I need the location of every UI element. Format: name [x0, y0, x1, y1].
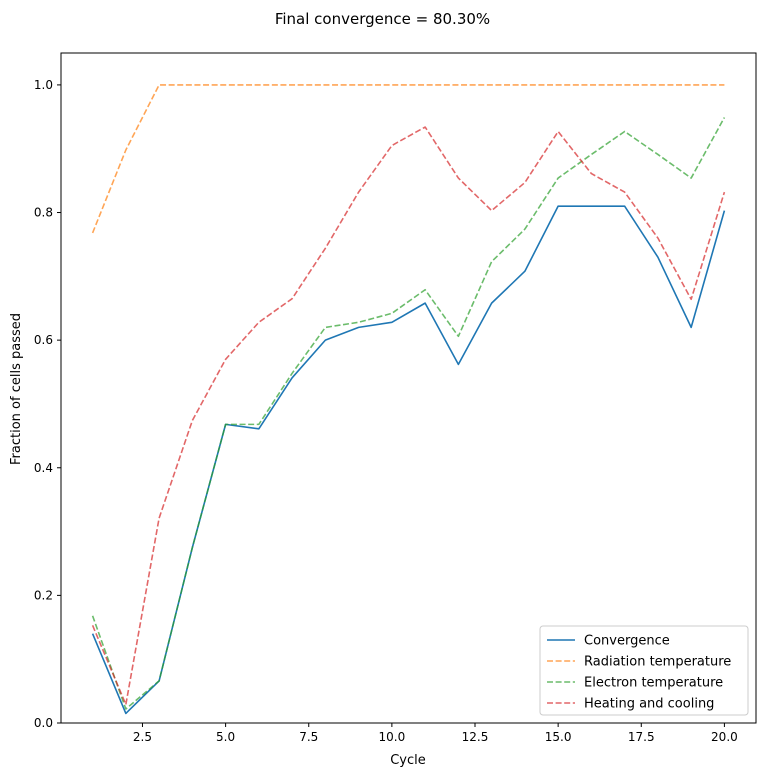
- x-tick-label: 20.0: [711, 730, 738, 744]
- legend-label-2: Radiation temperature: [584, 655, 731, 670]
- chart-title: Final convergence = 80.30%: [275, 10, 490, 28]
- legend: Convergence Radiation temperature Electron…: [539, 625, 749, 716]
- plot-background: [61, 53, 756, 723]
- x-tick-label: 5.0: [216, 730, 235, 744]
- x-tick-label: 12.5: [462, 730, 489, 744]
- x-tick-label: 2.5: [133, 730, 152, 744]
- series-layer: [91, 84, 726, 715]
- y-tick-label: 1.0: [34, 78, 53, 92]
- axes-layer: 2.5 5.0 7.5 10.0 12.5 15.0 17.5 20.0 0.0 0.2 0.4 0.…: [34, 52, 757, 744]
- legend-label-1: Convergence: [584, 634, 670, 649]
- x-axis-label: Cycle: [390, 753, 426, 768]
- axes-frame: [60, 52, 757, 724]
- series-line-3: [91, 117, 726, 710]
- y-axis-label: Fraction of cells passed: [9, 313, 24, 465]
- y-tick-label: 0.6: [34, 333, 53, 347]
- y-tick-label: 0.0: [34, 716, 53, 730]
- series-line-2: [91, 84, 725, 234]
- legend-box: [539, 625, 749, 716]
- y-tick-label: 0.2: [34, 588, 53, 602]
- legend-label-4: Heating and cooling: [584, 697, 714, 712]
- x-tick-label: 7.5: [299, 730, 318, 744]
- y-tick-label: 0.8: [34, 206, 53, 220]
- plot-area: [61, 53, 756, 723]
- x-tick-label: 17.5: [628, 730, 655, 744]
- x-tick-label: 10.0: [379, 730, 406, 744]
- x-tick-label: 15.0: [545, 730, 572, 744]
- series-line-4: [91, 126, 726, 706]
- y-tick-label: 0.4: [34, 461, 53, 475]
- legend-label-3: Electron temperature: [584, 676, 723, 691]
